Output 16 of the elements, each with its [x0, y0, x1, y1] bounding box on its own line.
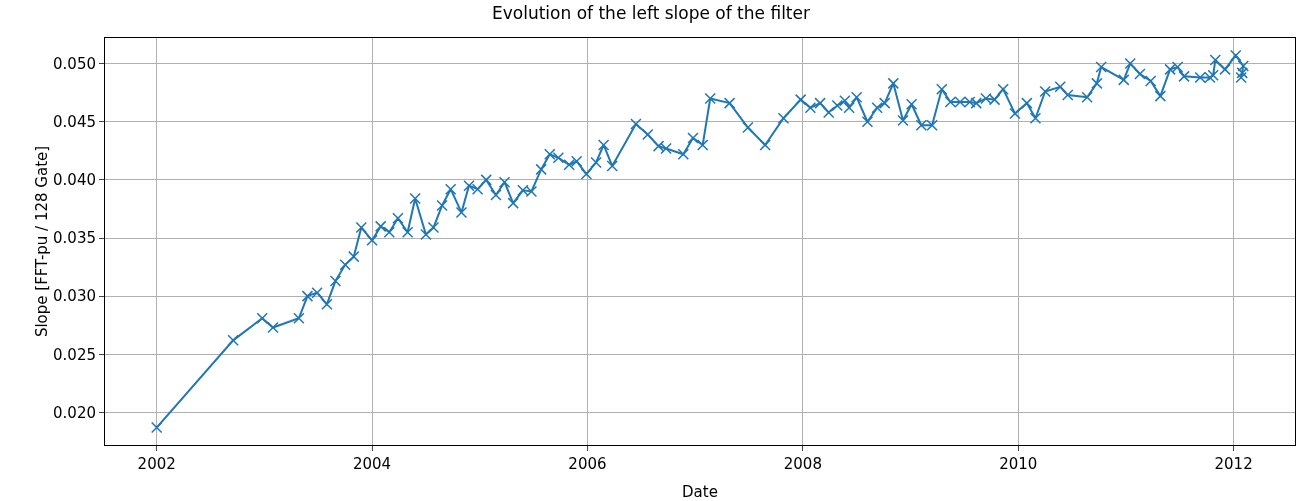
x-tick-label: 2012 [1214, 455, 1253, 473]
y-tick-label: 0.020 [53, 403, 96, 422]
x-tick-label: 2006 [568, 455, 607, 473]
y-tick-label: 0.045 [53, 112, 96, 131]
x-tick-label: 2008 [783, 455, 822, 473]
x-axis-title: Date [682, 483, 718, 501]
y-tick-label: 0.035 [53, 229, 96, 248]
y-axis-title: Slope [FFT-pu / 128 Gate] [33, 145, 52, 338]
y-tick-label: 0.050 [53, 54, 96, 73]
y-tick-label: 0.030 [53, 287, 96, 306]
x-tick-label: 2002 [137, 455, 176, 473]
chart-title: Evolution of the left slope of the filter [492, 3, 810, 24]
y-tick-label: 0.025 [53, 345, 96, 364]
x-tick-label: 2010 [999, 455, 1038, 473]
x-tick-label: 2004 [352, 455, 392, 473]
y-tick-label: 0.040 [53, 171, 96, 190]
